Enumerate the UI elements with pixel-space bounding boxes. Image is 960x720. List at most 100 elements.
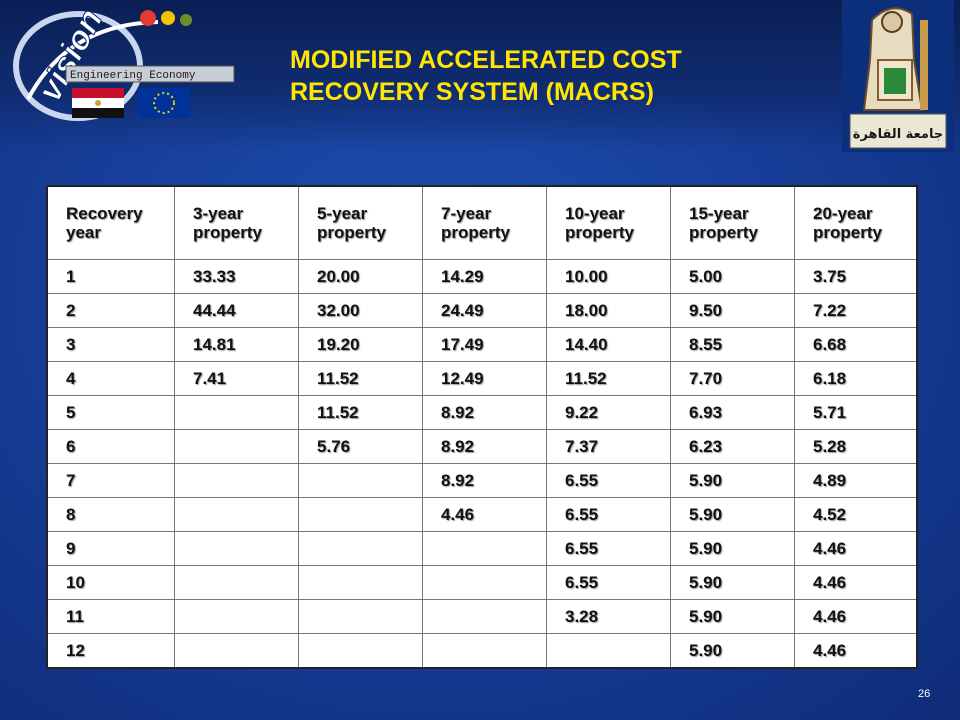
rate-cell: 7.37: [546, 429, 671, 464]
rate-cell: 20.00: [298, 259, 423, 294]
table-row: 4 7.41 11.52 12.49 11.52 7.70 6.18: [46, 361, 918, 396]
recovery-year-cell: 4: [46, 361, 175, 396]
column-header: Recovery year: [46, 185, 175, 260]
rate-cell: 6.68: [794, 327, 918, 362]
rate-cell: 5.71: [794, 395, 918, 430]
rate-cell: [422, 633, 547, 669]
rate-cell: 4.46: [794, 599, 918, 634]
rate-cell: 5.90: [670, 565, 795, 600]
rate-cell: 5.90: [670, 599, 795, 634]
rate-cell: 11.52: [546, 361, 671, 396]
table-row: 3 14.81 19.20 17.49 14.40 8.55 6.68: [46, 327, 918, 362]
rate-cell: [422, 531, 547, 566]
recovery-year-cell: 1: [46, 259, 175, 294]
rate-cell: 5.00: [670, 259, 795, 294]
rate-cell: [298, 565, 423, 600]
table-row: 12 5.90 4.46: [46, 633, 918, 669]
table-row: 9 6.55 5.90 4.46: [46, 531, 918, 566]
rate-cell: [174, 395, 299, 430]
rate-cell: 6.23: [670, 429, 795, 464]
rate-cell: 14.40: [546, 327, 671, 362]
rate-cell: 8.92: [422, 463, 547, 498]
recovery-year-cell: 10: [46, 565, 175, 600]
rate-cell: 14.29: [422, 259, 547, 294]
rate-cell: [174, 633, 299, 669]
rate-cell: 14.81: [174, 327, 299, 362]
rate-cell: 5.28: [794, 429, 918, 464]
rate-cell: 18.00: [546, 293, 671, 328]
vision-logo: vision Engineering Economy: [13, 4, 235, 121]
svg-text:Engineering Economy: Engineering Economy: [70, 70, 196, 82]
rate-cell: 8.92: [422, 429, 547, 464]
rate-cell: 8.55: [670, 327, 795, 362]
rate-cell: [174, 599, 299, 634]
rate-cell: 9.50: [670, 293, 795, 328]
column-header: 3-year property: [174, 185, 299, 260]
table-header-row: Recovery year 3-year property 5-year pro…: [46, 185, 918, 260]
rate-cell: 12.49: [422, 361, 547, 396]
cairo-university-logo: جامعة القاهرة: [842, 0, 954, 152]
table-row: 2 44.44 32.00 24.49 18.00 9.50 7.22: [46, 293, 918, 328]
rate-cell: 4.52: [794, 497, 918, 532]
rate-cell: 3.28: [546, 599, 671, 634]
rate-cell: 5.90: [670, 497, 795, 532]
table-row: 5 11.52 8.92 9.22 6.93 5.71: [46, 395, 918, 430]
rate-cell: 3.75: [794, 259, 918, 294]
rate-cell: 44.44: [174, 293, 299, 328]
recovery-year-cell: 12: [46, 633, 175, 669]
recovery-year-cell: 11: [46, 599, 175, 634]
table-row: 7 8.92 6.55 5.90 4.89: [46, 463, 918, 498]
rate-cell: [546, 633, 671, 669]
column-header: 5-year property: [298, 185, 423, 260]
svg-text:جامعة القاهرة: جامعة القاهرة: [853, 127, 943, 142]
rate-cell: 33.33: [174, 259, 299, 294]
rate-cell: [422, 565, 547, 600]
rate-cell: 6.55: [546, 463, 671, 498]
rate-cell: 4.46: [794, 565, 918, 600]
rate-cell: 4.46: [794, 531, 918, 566]
rate-cell: 6.55: [546, 531, 671, 566]
column-header: 20-year property: [794, 185, 918, 260]
page-number: 26: [918, 688, 931, 700]
rate-cell: 7.70: [670, 361, 795, 396]
rate-cell: 6.55: [546, 497, 671, 532]
rate-cell: 7.22: [794, 293, 918, 328]
table-row: 6 5.76 8.92 7.37 6.23 5.28: [46, 429, 918, 464]
rate-cell: [298, 497, 423, 532]
table-row: 10 6.55 5.90 4.46: [46, 565, 918, 600]
rate-cell: [298, 633, 423, 669]
table-row: 8 4.46 6.55 5.90 4.52: [46, 497, 918, 532]
recovery-year-cell: 8: [46, 497, 175, 532]
column-header: 10-year property: [546, 185, 671, 260]
rate-cell: 5.76: [298, 429, 423, 464]
rate-cell: 11.52: [298, 361, 423, 396]
rate-cell: 24.49: [422, 293, 547, 328]
rate-cell: 5.90: [670, 463, 795, 498]
rate-cell: 6.93: [670, 395, 795, 430]
rate-cell: 8.92: [422, 395, 547, 430]
macrs-table: Recovery year 3-year property 5-year pro…: [46, 185, 918, 669]
rate-cell: [298, 599, 423, 634]
rate-cell: 5.90: [670, 633, 795, 669]
rate-cell: 9.22: [546, 395, 671, 430]
rate-cell: [174, 565, 299, 600]
title-line-1: MODIFIED ACCELERATED COST: [290, 46, 682, 74]
rate-cell: [174, 463, 299, 498]
rate-cell: [298, 463, 423, 498]
rate-cell: 19.20: [298, 327, 423, 362]
table-row: 1 33.33 20.00 14.29 10.00 5.00 3.75: [46, 259, 918, 294]
recovery-year-cell: 7: [46, 463, 175, 498]
recovery-year-cell: 5: [46, 395, 175, 430]
rate-cell: 11.52: [298, 395, 423, 430]
recovery-year-cell: 2: [46, 293, 175, 328]
recovery-year-cell: 9: [46, 531, 175, 566]
rate-cell: 4.89: [794, 463, 918, 498]
page-title: MODIFIED ACCELERATED COST RECOVERY SYSTE…: [290, 44, 810, 108]
rate-cell: [298, 531, 423, 566]
rate-cell: [422, 599, 547, 634]
recovery-year-cell: 3: [46, 327, 175, 362]
rate-cell: 6.55: [546, 565, 671, 600]
rate-cell: 17.49: [422, 327, 547, 362]
rate-cell: 6.18: [794, 361, 918, 396]
rate-cell: 5.90: [670, 531, 795, 566]
